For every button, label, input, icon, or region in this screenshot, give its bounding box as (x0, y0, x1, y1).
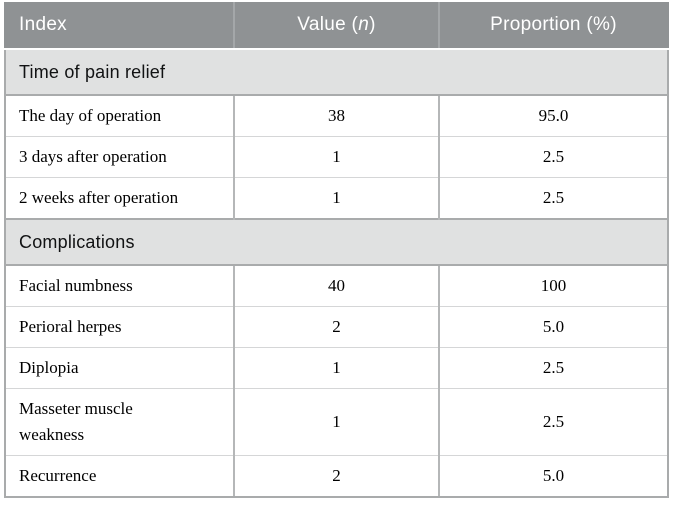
results-table: Index Value (n) Proportion (%) Time of p… (4, 2, 669, 498)
cell-proportion: 5.0 (438, 306, 669, 348)
cell-index: Diplopia (4, 347, 234, 389)
table-row: Diplopia 1 2.5 (4, 347, 669, 389)
table-row: 2 weeks after operation 1 2.5 (4, 177, 669, 220)
cell-proportion: 2.5 (438, 388, 669, 456)
cell-value: 1 (233, 136, 439, 178)
cell-index: 3 days after operation (4, 136, 234, 178)
header-proportion-label: Proportion (%) (490, 14, 617, 35)
table-row: The day of operation 38 95.0 (4, 94, 669, 137)
section-row-time-of-pain-relief: Time of pain relief (4, 48, 669, 96)
cell-value: 1 (233, 347, 439, 389)
cell-value: 2 (233, 306, 439, 348)
cell-value: 2 (233, 455, 439, 498)
table-header-row: Index Value (n) Proportion (%) (4, 2, 669, 50)
cell-value: 1 (233, 388, 439, 456)
header-index-label: Index (19, 14, 67, 35)
table-row: Masseter muscle weakness 1 2.5 (4, 388, 669, 456)
cell-proportion: 100 (438, 264, 669, 307)
section-title: Complications (4, 218, 669, 266)
cell-index: The day of operation (4, 94, 234, 137)
header-value-label: Value (n) (297, 14, 376, 35)
section-title: Time of pain relief (4, 48, 669, 96)
section-row-complications: Complications (4, 218, 669, 266)
cell-index: Facial numbness (4, 264, 234, 307)
header-cell-value: Value (n) (233, 2, 439, 50)
cell-value: 38 (233, 94, 439, 137)
table-row: Perioral herpes 2 5.0 (4, 306, 669, 348)
cell-value: 1 (233, 177, 439, 220)
cell-proportion: 5.0 (438, 455, 669, 498)
table-row: Recurrence 2 5.0 (4, 455, 669, 498)
cell-proportion: 2.5 (438, 177, 669, 220)
cell-proportion: 2.5 (438, 136, 669, 178)
table-row: 3 days after operation 1 2.5 (4, 136, 669, 178)
cell-proportion: 95.0 (438, 94, 669, 137)
header-cell-proportion: Proportion (%) (438, 2, 669, 50)
cell-index: Perioral herpes (4, 306, 234, 348)
cell-index: Masseter muscle weakness (4, 388, 234, 456)
table-row: Facial numbness 40 100 (4, 264, 669, 307)
cell-index: 2 weeks after operation (4, 177, 234, 220)
header-cell-index: Index (4, 2, 234, 50)
cell-value: 40 (233, 264, 439, 307)
cell-proportion: 2.5 (438, 347, 669, 389)
cell-index: Recurrence (4, 455, 234, 498)
